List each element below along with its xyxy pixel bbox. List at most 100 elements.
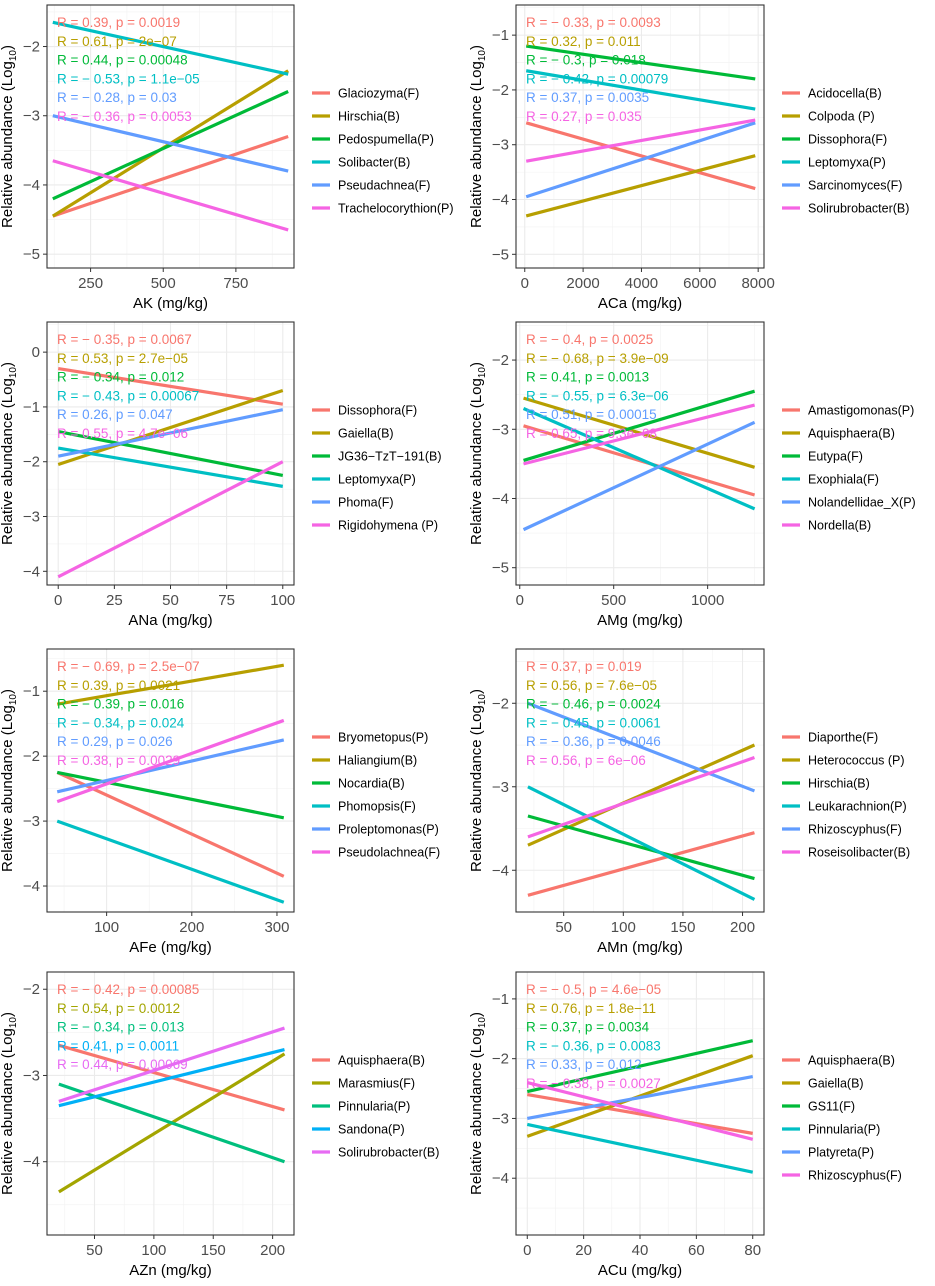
y-tick-label: −1 (492, 27, 509, 44)
correlation-annotation: R = 0.33, p = 0.012 (526, 1057, 642, 1072)
legend-label: Acidocella(B) (808, 87, 882, 101)
x-axis-label: AK (mg/kg) (133, 295, 208, 312)
correlation-annotation: R = − 0.55, p = 6.3e−06 (526, 388, 669, 403)
correlation-annotation: R = 0.38, p = 0.0029 (57, 753, 180, 768)
legend-label: Sarcinomyces(F) (808, 179, 902, 193)
legend-label: Nolandellidae_X(P) (808, 496, 916, 510)
y-axis-label: Relative abundance (Log10) (468, 362, 488, 545)
correlation-annotation: R = 0.37, p = 0.0034 (526, 1020, 650, 1035)
legend-label: Hirschia(B) (338, 110, 400, 124)
y-tick-label: −1 (23, 399, 40, 416)
correlation-annotation: R = − 0.36, p = 0.0046 (526, 734, 661, 749)
correlation-annotation: R = − 0.4, p = 0.0025 (526, 332, 653, 347)
series-line (522, 420, 756, 532)
correlation-annotation: R = − 0.3, p = 0.018 (526, 53, 646, 68)
y-tick-label: −3 (23, 1067, 40, 1084)
x-tick-label: 50 (86, 1242, 103, 1259)
x-tick-label: 250 (78, 275, 103, 292)
correlation-annotation: R = − 0.38, p = 0.0027 (526, 1076, 661, 1091)
y-tick-label: −4 (492, 490, 509, 507)
legend-label: Pseudachnea(F) (338, 179, 430, 193)
panel-7: R = − 0.42, p = 0.00085 R = 0.54, p = 0.0… (0, 971, 439, 1279)
correlation-annotation: R = 0.29, p = 0.026 (57, 734, 173, 749)
panel-border (515, 321, 765, 586)
correlation-annotation: R = 0.44, p = 0.00048 (57, 53, 188, 68)
plot-background (516, 322, 764, 585)
panel-4: R = − 0.4, p = 0.0025 R = − 0.68, p = 3.9… (468, 321, 916, 629)
panel-2: R = − 0.33, p = 0.0093 R = 0.32, p = 0.01… (468, 4, 909, 312)
series-line (525, 121, 756, 191)
correlation-annotation: R = 0.54, p = 0.0012 (57, 1001, 180, 1016)
x-axis-label: ANa (mg/kg) (128, 612, 212, 629)
series-line (52, 159, 289, 232)
legend-label: Phoma(F) (338, 496, 394, 510)
series-line (57, 408, 284, 458)
legend-label: GS11(F) (808, 1100, 855, 1114)
y-tick-label: −3 (492, 779, 509, 796)
correlation-annotation: R = − 0.33, p = 0.0093 (526, 15, 661, 30)
series-line (523, 389, 756, 462)
y-tick-label: −4 (23, 177, 40, 194)
legend-label: Solibacter(B) (338, 156, 410, 170)
series-line (525, 121, 756, 199)
x-tick-label: 0 (516, 592, 524, 609)
y-tick-label: −2 (23, 454, 40, 471)
legend-label: Rhizoscyphus(F) (808, 823, 902, 837)
correlation-annotation: R = − 0.46, p = 0.0024 (526, 697, 661, 712)
correlation-annotation: R = 0.56, p = 7.6e−05 (526, 678, 657, 693)
correlation-annotation: R = 0.56, p = 6e−06 (526, 753, 646, 768)
correlation-annotation: R = − 0.42, p = 0.00085 (57, 982, 199, 997)
y-tick-label: 0 (32, 344, 40, 361)
y-tick-label: −5 (492, 560, 509, 577)
x-tick-label: 150 (670, 919, 695, 936)
legend-label: Amastigomonas(P) (808, 404, 914, 418)
series-line (57, 388, 284, 466)
panel-border (46, 648, 295, 913)
legend-label: Gaiella(B) (808, 1077, 864, 1091)
series-line (525, 154, 756, 218)
correlation-annotation: R = − 0.5, p = 4.6e−05 (526, 982, 661, 997)
x-tick-label: 0 (521, 275, 529, 292)
series-line (527, 701, 756, 793)
y-tick-label: −1 (23, 683, 40, 700)
y-axis-label: Relative abundance (Log10) (0, 45, 19, 228)
y-axis-label: Relative abundance (Log10) (0, 689, 19, 872)
legend-label: Trachelocorythion(P) (338, 202, 454, 216)
correlation-annotation: R = − 0.42, p = 0.00079 (526, 71, 668, 86)
series-line (527, 831, 755, 897)
series-line (52, 134, 289, 218)
correlation-annotation: R = − 0.34, p = 0.013 (57, 1020, 184, 1035)
series-line (56, 718, 285, 804)
panel-5: R = − 0.69, p = 2.5e−07 R = 0.39, p = 0.0… (0, 648, 440, 956)
correlation-annotation: R = 0.39, p = 0.0021 (57, 678, 180, 693)
x-axis-label: ACu (mg/kg) (598, 1262, 682, 1279)
x-tick-label: 60 (688, 1242, 705, 1259)
x-tick-label: 40 (632, 1242, 649, 1259)
correlation-annotation: R = − 0.39, p = 0.016 (57, 697, 184, 712)
x-tick-label: 8000 (741, 275, 774, 292)
correlation-annotation: R = 0.51, p = 0.00015 (526, 407, 657, 422)
series-line (526, 1081, 754, 1141)
legend-label: Roseisolibacter(B) (808, 846, 910, 860)
series-line (523, 403, 756, 466)
x-tick-label: 750 (223, 275, 248, 292)
correlation-annotation: R = 0.41, p = 0.0013 (526, 370, 649, 385)
correlation-annotation: R = 0.39, p = 0.0019 (57, 15, 180, 30)
series-line (56, 738, 285, 794)
panel-8: R = − 0.5, p = 4.6e−05 R = 0.76, p = 1.8e… (468, 971, 902, 1279)
y-tick-label: −3 (23, 509, 40, 526)
correlation-annotation: R = 0.55, p = 4.7e−06 (57, 426, 188, 441)
legend-label: Solirubrobacter(B) (338, 1146, 439, 1160)
legend-label: Hirschia(B) (808, 777, 870, 791)
legend-label: Sandona(P) (338, 1123, 405, 1137)
correlation-annotation: R = 0.37, p = 0.0035 (526, 90, 649, 105)
legend-label: Colpoda (P) (808, 110, 875, 124)
legend-label: Diaporthe(F) (808, 731, 878, 745)
y-tick-label: −1 (492, 991, 509, 1008)
series-line (523, 396, 756, 469)
correlation-annotation: R = 0.27, p = 0.035 (526, 109, 642, 124)
x-tick-label: 500 (151, 275, 176, 292)
x-tick-label: 0 (54, 592, 62, 609)
y-tick-label: −2 (492, 82, 509, 99)
